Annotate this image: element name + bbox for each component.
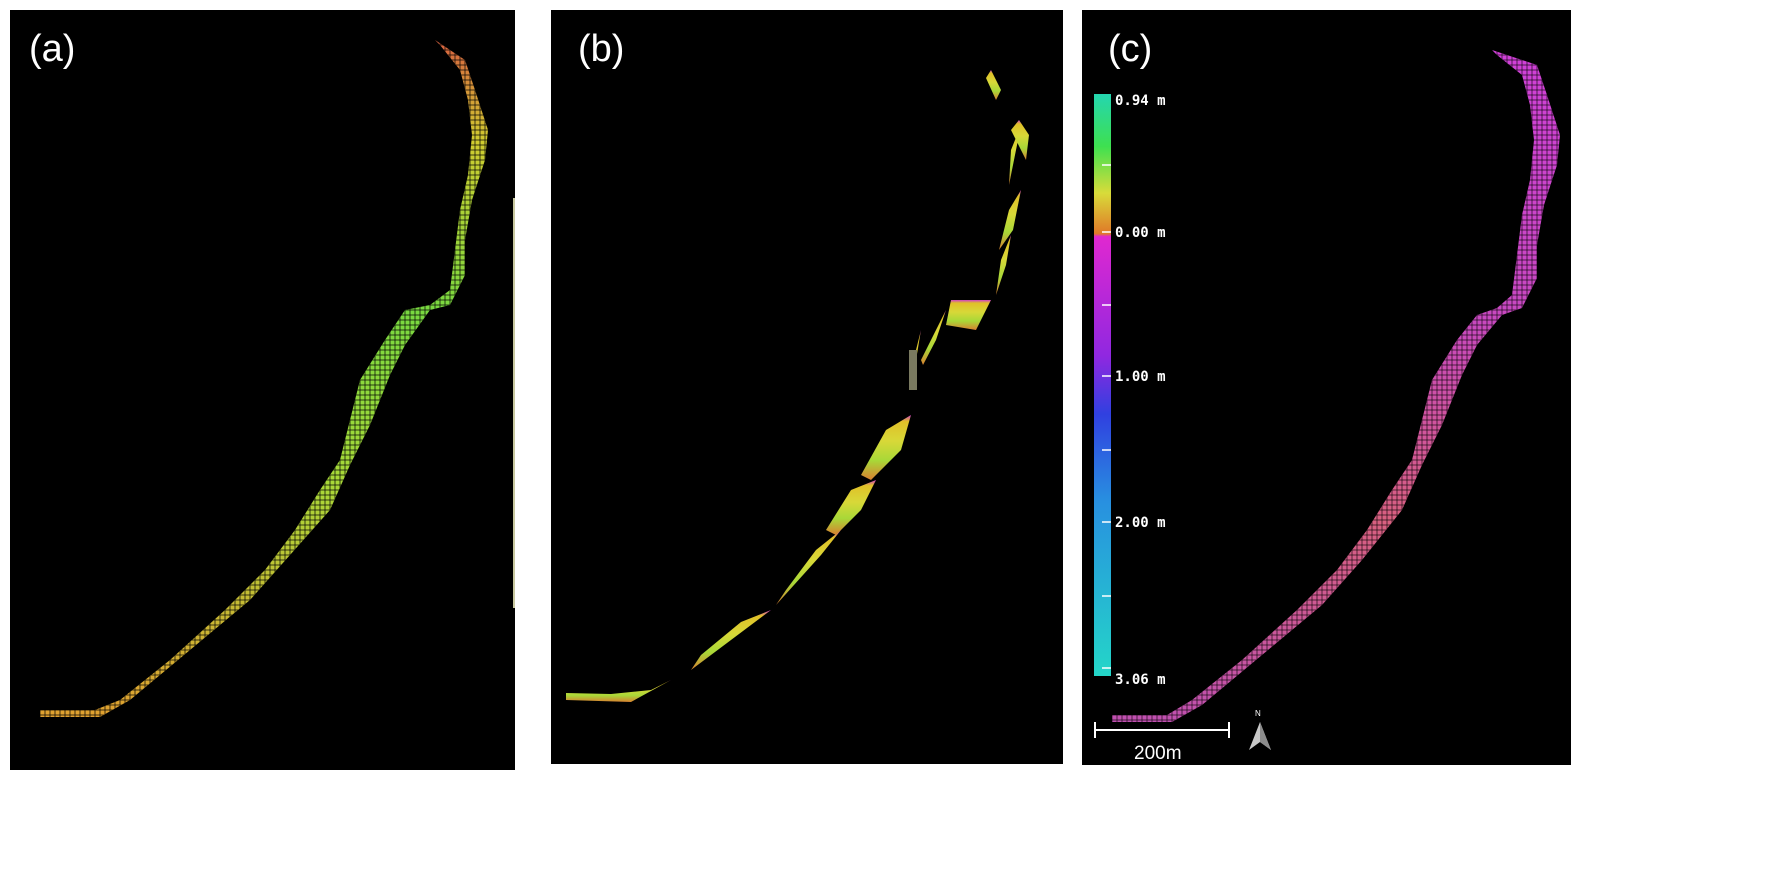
panel-c: (c) <box>1082 10 1571 765</box>
river-segments-b <box>566 70 1029 702</box>
panel-c-river-map: 0.94 m 0.00 m 1.00 m 2.00 m 3.06 m 200m … <box>1094 50 1560 764</box>
depth-colorbar: 0.94 m 0.00 m 1.00 m 2.00 m 3.06 m <box>1094 93 1166 688</box>
scale-bar-label: 200m <box>1134 743 1182 764</box>
river-segment-c <box>1112 50 1560 722</box>
panel-a-river-map <box>40 40 515 717</box>
panel-a: (a) <box>10 10 515 770</box>
panel-b-label: (b) <box>578 28 625 70</box>
colorbar-label-two: 2.00 m <box>1115 515 1166 531</box>
colorbar-label-zero: 0.00 m <box>1115 225 1166 241</box>
river-segment-a <box>40 40 488 717</box>
north-arrow-label: N <box>1255 709 1261 718</box>
colorbar-label-one: 1.00 m <box>1115 369 1166 385</box>
scale-bar <box>1094 722 1230 738</box>
north-arrow-icon: N <box>1249 709 1271 750</box>
panel-b-river-map <box>566 70 1029 702</box>
colorbar-label-bottom: 3.06 m <box>1115 672 1166 688</box>
panel-b: (b) <box>551 10 1063 764</box>
panel-c-label: (c) <box>1108 28 1153 70</box>
colorbar-label-top: 0.94 m <box>1115 93 1166 109</box>
panel-a-label: (a) <box>29 28 76 70</box>
